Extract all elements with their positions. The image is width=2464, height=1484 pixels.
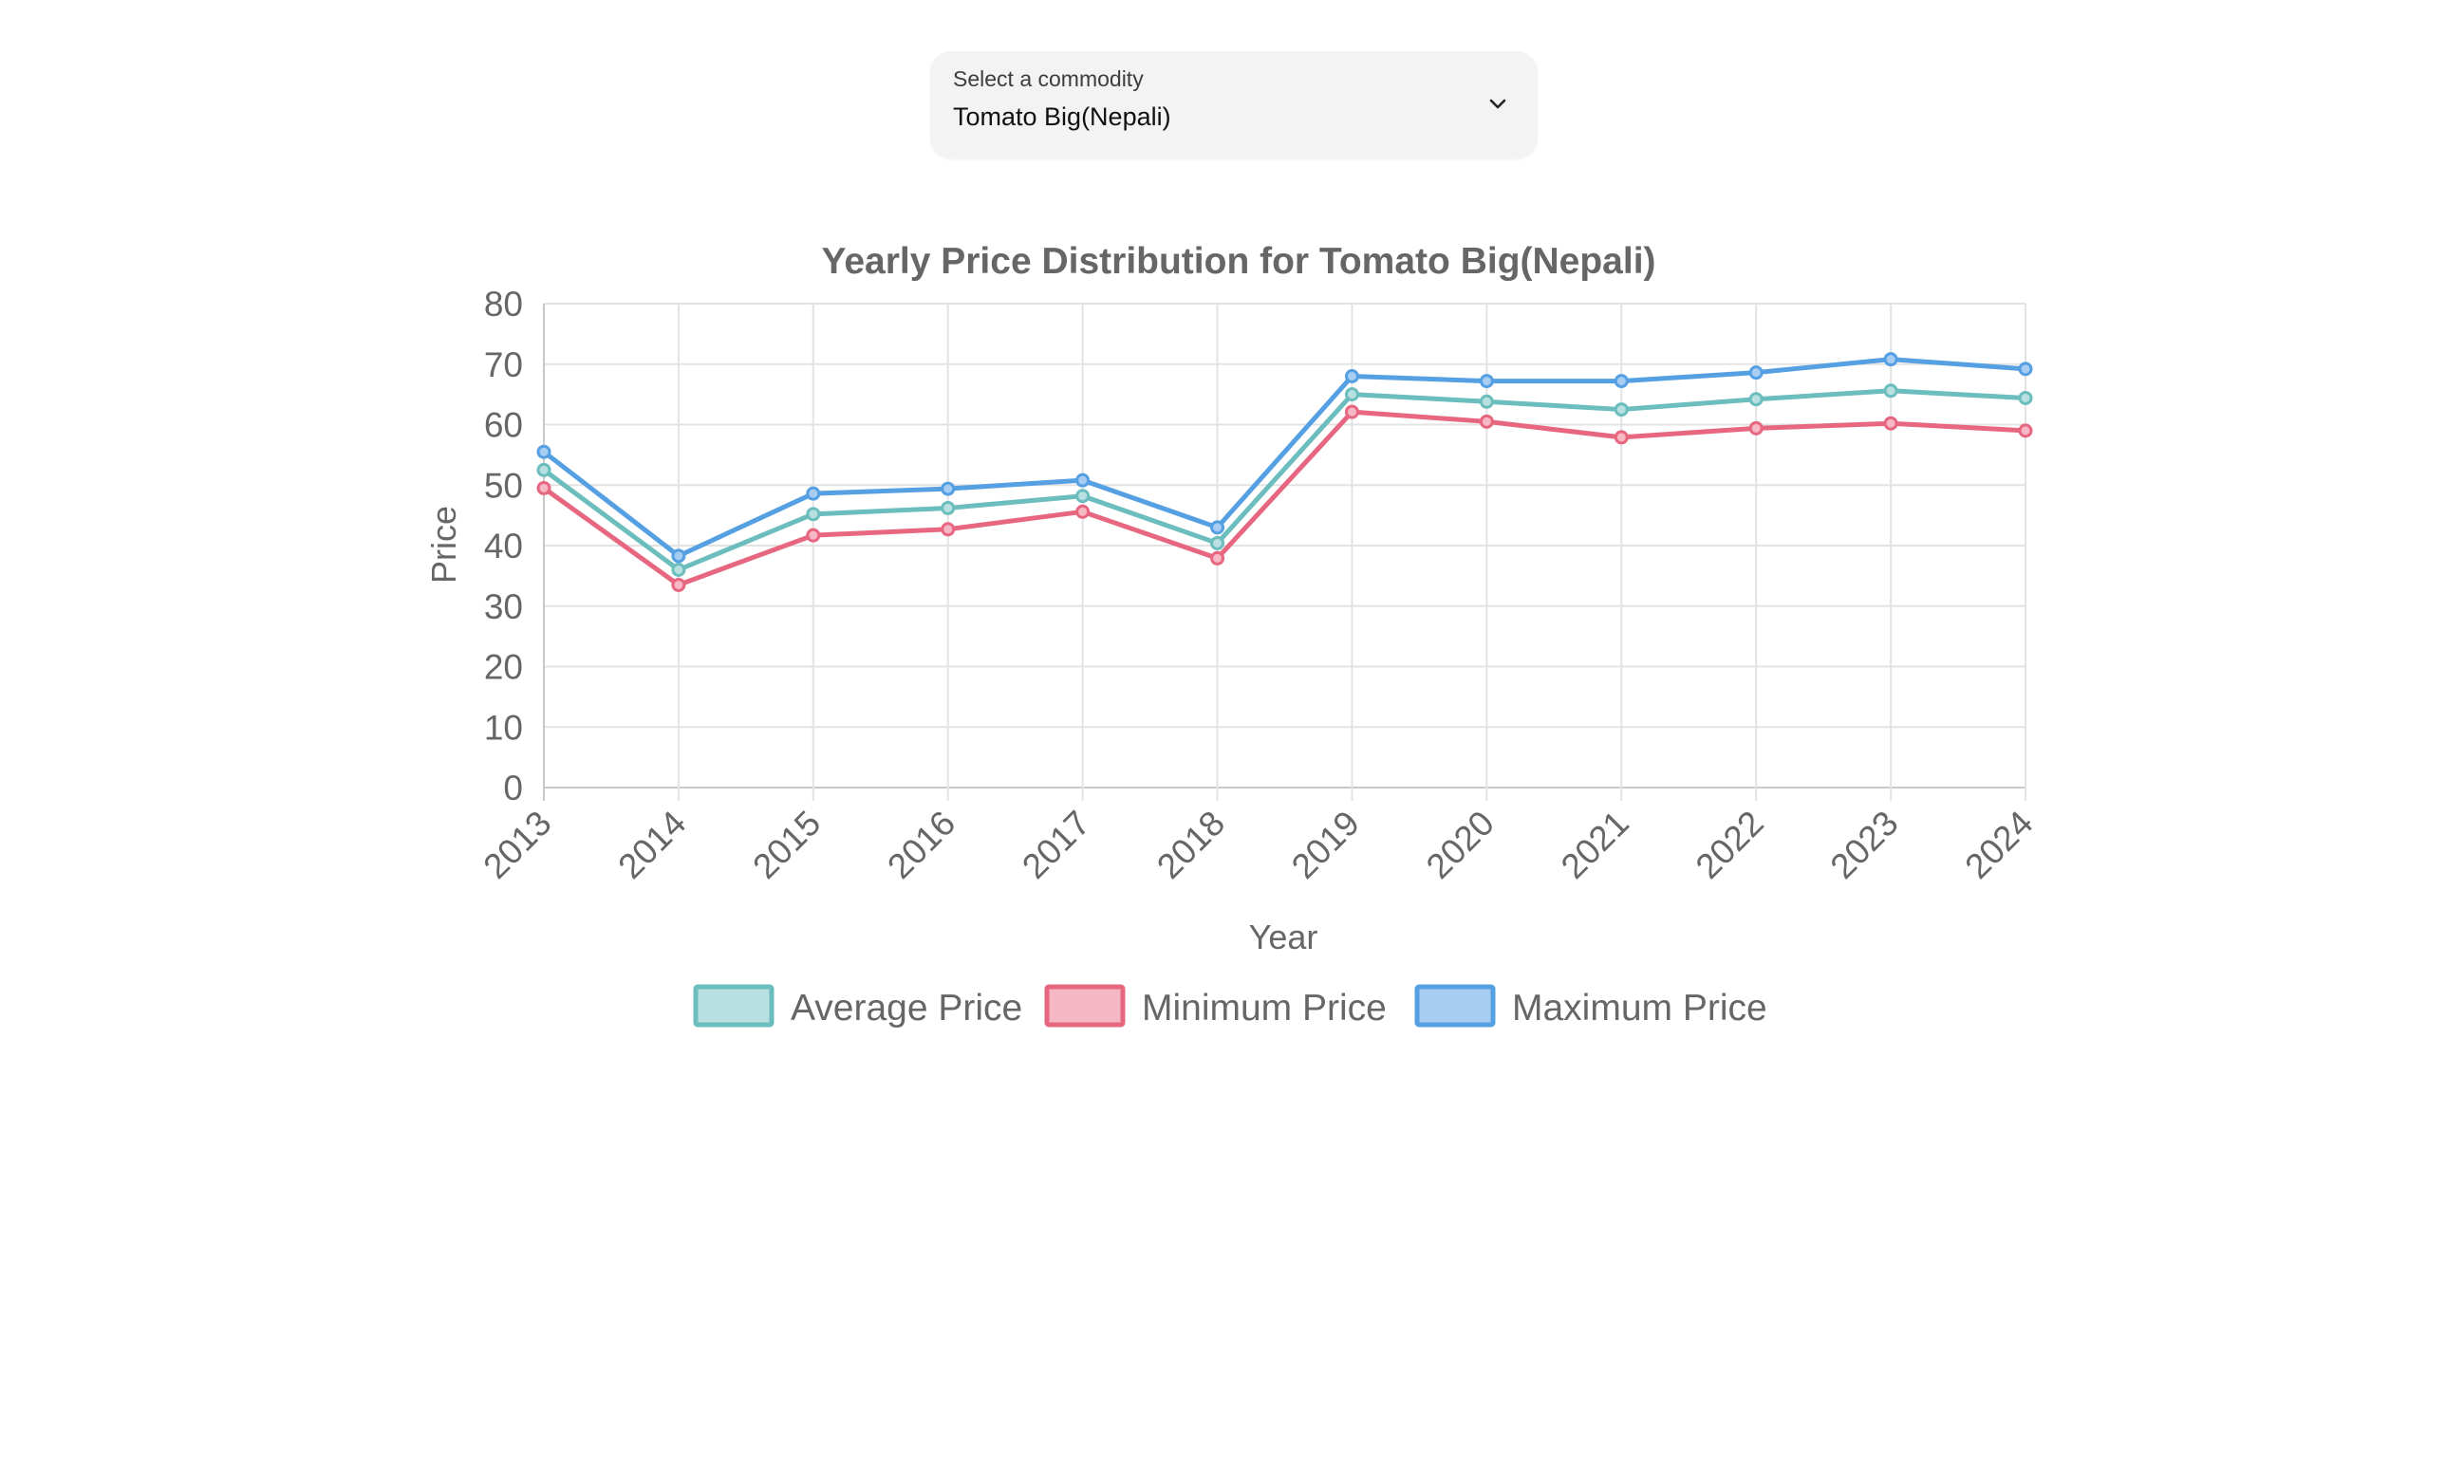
y-tick-label: 30 xyxy=(484,587,523,626)
data-point xyxy=(1344,404,1359,419)
data-point xyxy=(941,481,956,496)
data-point xyxy=(1075,473,1091,488)
data-point xyxy=(1614,374,1629,389)
series-line xyxy=(541,388,2028,572)
data-point xyxy=(671,577,686,592)
x-tick-label: 2020 xyxy=(1419,804,1502,886)
data-point xyxy=(536,444,551,459)
data-point xyxy=(1479,414,1494,429)
y-tick-label: 80 xyxy=(484,285,523,324)
x-tick-label: 2021 xyxy=(1554,804,1636,886)
x-tick-label: 2018 xyxy=(1149,804,1232,886)
y-tick-label: 20 xyxy=(484,648,523,687)
y-tick-label: 0 xyxy=(503,769,523,807)
series-line xyxy=(541,357,2028,559)
data-point xyxy=(806,486,821,501)
chart-axes: 0 10 20 30 40 50 60 70 80 2013 2014 2015 2016 2017 201… xyxy=(476,285,2040,886)
data-point xyxy=(1479,394,1494,409)
data-point xyxy=(1075,504,1091,519)
x-tick-label: 2016 xyxy=(880,804,962,886)
y-tick-label: 60 xyxy=(484,406,523,445)
data-point xyxy=(1075,489,1091,504)
y-tick-label: 40 xyxy=(484,527,523,566)
data-point xyxy=(1614,430,1629,445)
data-point xyxy=(1883,416,1898,431)
data-point xyxy=(671,563,686,577)
legend-label: Maximum Price xyxy=(1512,988,1767,1029)
commodity-select-value: Tomato Big(Nepali) xyxy=(953,102,1171,131)
data-point xyxy=(1344,369,1359,383)
y-tick-label: 50 xyxy=(484,466,523,505)
x-tick-label: 2015 xyxy=(745,804,828,886)
legend-swatch xyxy=(1044,984,1126,1028)
commodity-select-label: Select a commodity xyxy=(953,66,1144,91)
legend-swatch xyxy=(693,984,775,1028)
legend-label: Minimum Price xyxy=(1142,988,1387,1029)
chart-series xyxy=(536,352,2033,592)
data-point xyxy=(806,528,821,543)
data-point xyxy=(536,462,551,477)
data-point xyxy=(1479,374,1494,389)
chart-title: Yearly Price Distribution for Tomato Big… xyxy=(821,241,1655,282)
data-point xyxy=(1883,352,1898,367)
y-tick-label: 70 xyxy=(484,345,523,384)
chart-legend: Average Price Minimum Price Maximum Price xyxy=(693,984,1767,1029)
data-point xyxy=(1883,383,1898,399)
legend-swatch xyxy=(1414,984,1496,1028)
data-point xyxy=(2018,390,2033,405)
y-axis-title: Price xyxy=(424,506,463,584)
x-tick-label: 2019 xyxy=(1284,804,1367,886)
data-point xyxy=(1210,520,1225,535)
chevron-down-icon[interactable] xyxy=(1483,89,1513,120)
x-tick-label: 2014 xyxy=(610,804,693,886)
x-tick-label: 2023 xyxy=(1823,804,1906,886)
data-point xyxy=(1748,365,1764,380)
data-point xyxy=(1748,420,1764,436)
data-point xyxy=(1210,535,1225,550)
x-tick-label: 2013 xyxy=(476,804,558,886)
commodity-select[interactable]: Select a commodity Tomato Big(Nepali) xyxy=(930,51,1538,158)
data-point xyxy=(1748,392,1764,407)
data-point xyxy=(1344,387,1359,402)
x-tick-label: 2022 xyxy=(1689,804,1771,886)
data-point xyxy=(1614,402,1629,417)
data-point xyxy=(806,507,821,522)
data-point xyxy=(536,480,551,495)
data-point xyxy=(941,500,956,515)
x-tick-label: 2024 xyxy=(1957,804,2040,886)
series-line xyxy=(541,409,2028,587)
data-point xyxy=(2018,423,2033,438)
x-tick-label: 2017 xyxy=(1015,804,1097,886)
y-tick-label: 10 xyxy=(484,708,523,747)
x-axis-title: Year xyxy=(1249,918,1318,956)
data-point xyxy=(671,548,686,564)
data-point xyxy=(2018,362,2033,377)
data-point xyxy=(1210,550,1225,566)
data-point xyxy=(941,522,956,537)
legend-label: Average Price xyxy=(791,988,1022,1029)
